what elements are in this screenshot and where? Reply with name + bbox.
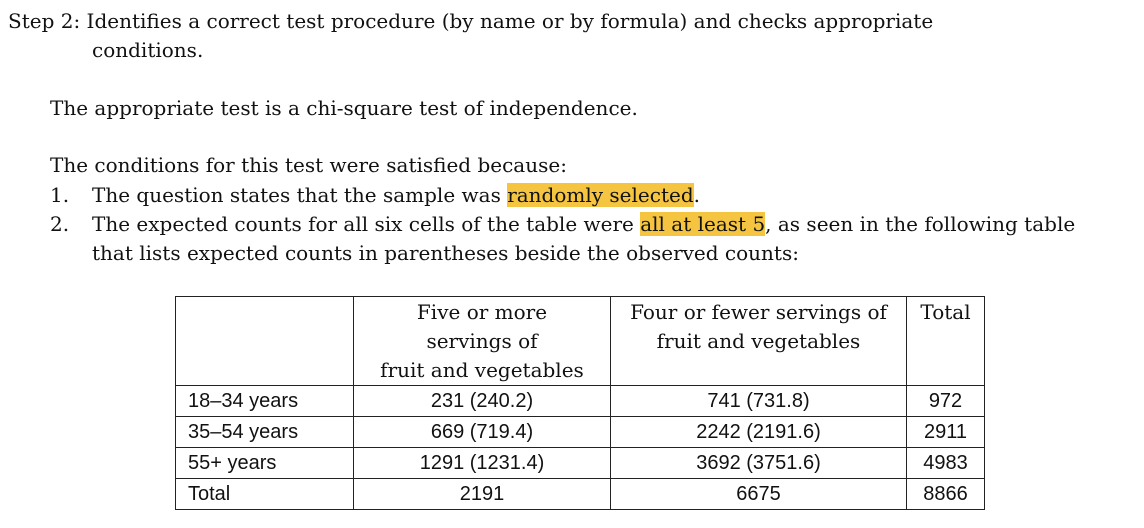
header-cell-blank [175, 296, 354, 386]
header-line: servings of [426, 329, 538, 353]
condition-1-text-after: . [693, 183, 700, 207]
table-cell: 8866 [906, 478, 985, 510]
table-cell: 669 (719.4) [353, 416, 611, 448]
step-label-continuation: conditions. [92, 38, 204, 62]
table-row: 35–54 years 669 (719.4) 2242 (2191.6) 29… [175, 416, 985, 448]
condition-2-text-before: The expected counts for all six cells of… [92, 212, 641, 236]
table-cell: 4983 [906, 447, 985, 479]
table-cell: 2242 (2191.6) [610, 416, 907, 448]
table-header-row: Five or more servings of fruit and vegetab… [175, 296, 985, 386]
header-cell-total: Total [906, 296, 985, 386]
table-cell: 231 (240.2) [353, 385, 611, 417]
conditions-intro: The conditions for this test were satisf… [50, 153, 567, 177]
table-cell: 3692 (3751.6) [610, 447, 907, 479]
header-cell-five-or-more: Five or more servings of fruit and vegetab… [353, 296, 611, 386]
condition-1-text-before: The question states that the sample was [92, 183, 508, 207]
table-row: 18–34 years 231 (240.2) 741 (731.8) 972 [175, 385, 985, 417]
table-cell: 1291 (1231.4) [353, 447, 611, 479]
step-label: Step 2: Identifies a correct test proced… [8, 9, 934, 33]
header-cell-four-or-fewer: Four or fewer servings of fruit and veget… [610, 296, 907, 386]
row-label: Total [175, 478, 354, 510]
condition-2-continuation: that lists expected counts in parenthese… [92, 241, 799, 265]
condition-2-text-after: , as seen in the following table [765, 212, 1076, 236]
row-label: 18–34 years [175, 385, 354, 417]
condition-2-text: The expected counts for all six cells of… [92, 212, 1075, 236]
table-cell: 2911 [906, 416, 985, 448]
condition-1-text: The question states that the sample was … [92, 183, 700, 207]
header-line: fruit and vegetables [380, 358, 584, 382]
table-row: Total 2191 6675 8866 [175, 478, 985, 510]
header-line: Five or more [416, 300, 548, 324]
condition-1-highlight: randomly selected [507, 183, 694, 207]
row-label: 35–54 years [175, 416, 354, 448]
table-cell: 972 [906, 385, 985, 417]
header-four-or-fewer-text: Four or fewer servings of fruit and veget… [611, 298, 906, 356]
condition-2-highlight: all at least 5 [640, 212, 766, 236]
header-line: Four or fewer servings of [630, 300, 887, 324]
condition-2-number: 2. [50, 212, 70, 236]
condition-1-number: 1. [50, 183, 70, 207]
table-cell: 2191 [353, 478, 611, 510]
table-row: 55+ years 1291 (1231.4) 3692 (3751.6) 49… [175, 447, 985, 479]
table-cell: 741 (731.8) [610, 385, 907, 417]
header-line: fruit and vegetables [656, 329, 861, 353]
row-label: 55+ years [175, 447, 354, 479]
expected-counts-table: Five or more servings of fruit and vegetab… [175, 296, 985, 510]
header-five-or-more-text: Five or more servings of fruit and vegetab… [354, 298, 610, 385]
table-cell: 6675 [610, 478, 907, 510]
test-statement: The appropriate test is a chi-square tes… [50, 96, 638, 120]
